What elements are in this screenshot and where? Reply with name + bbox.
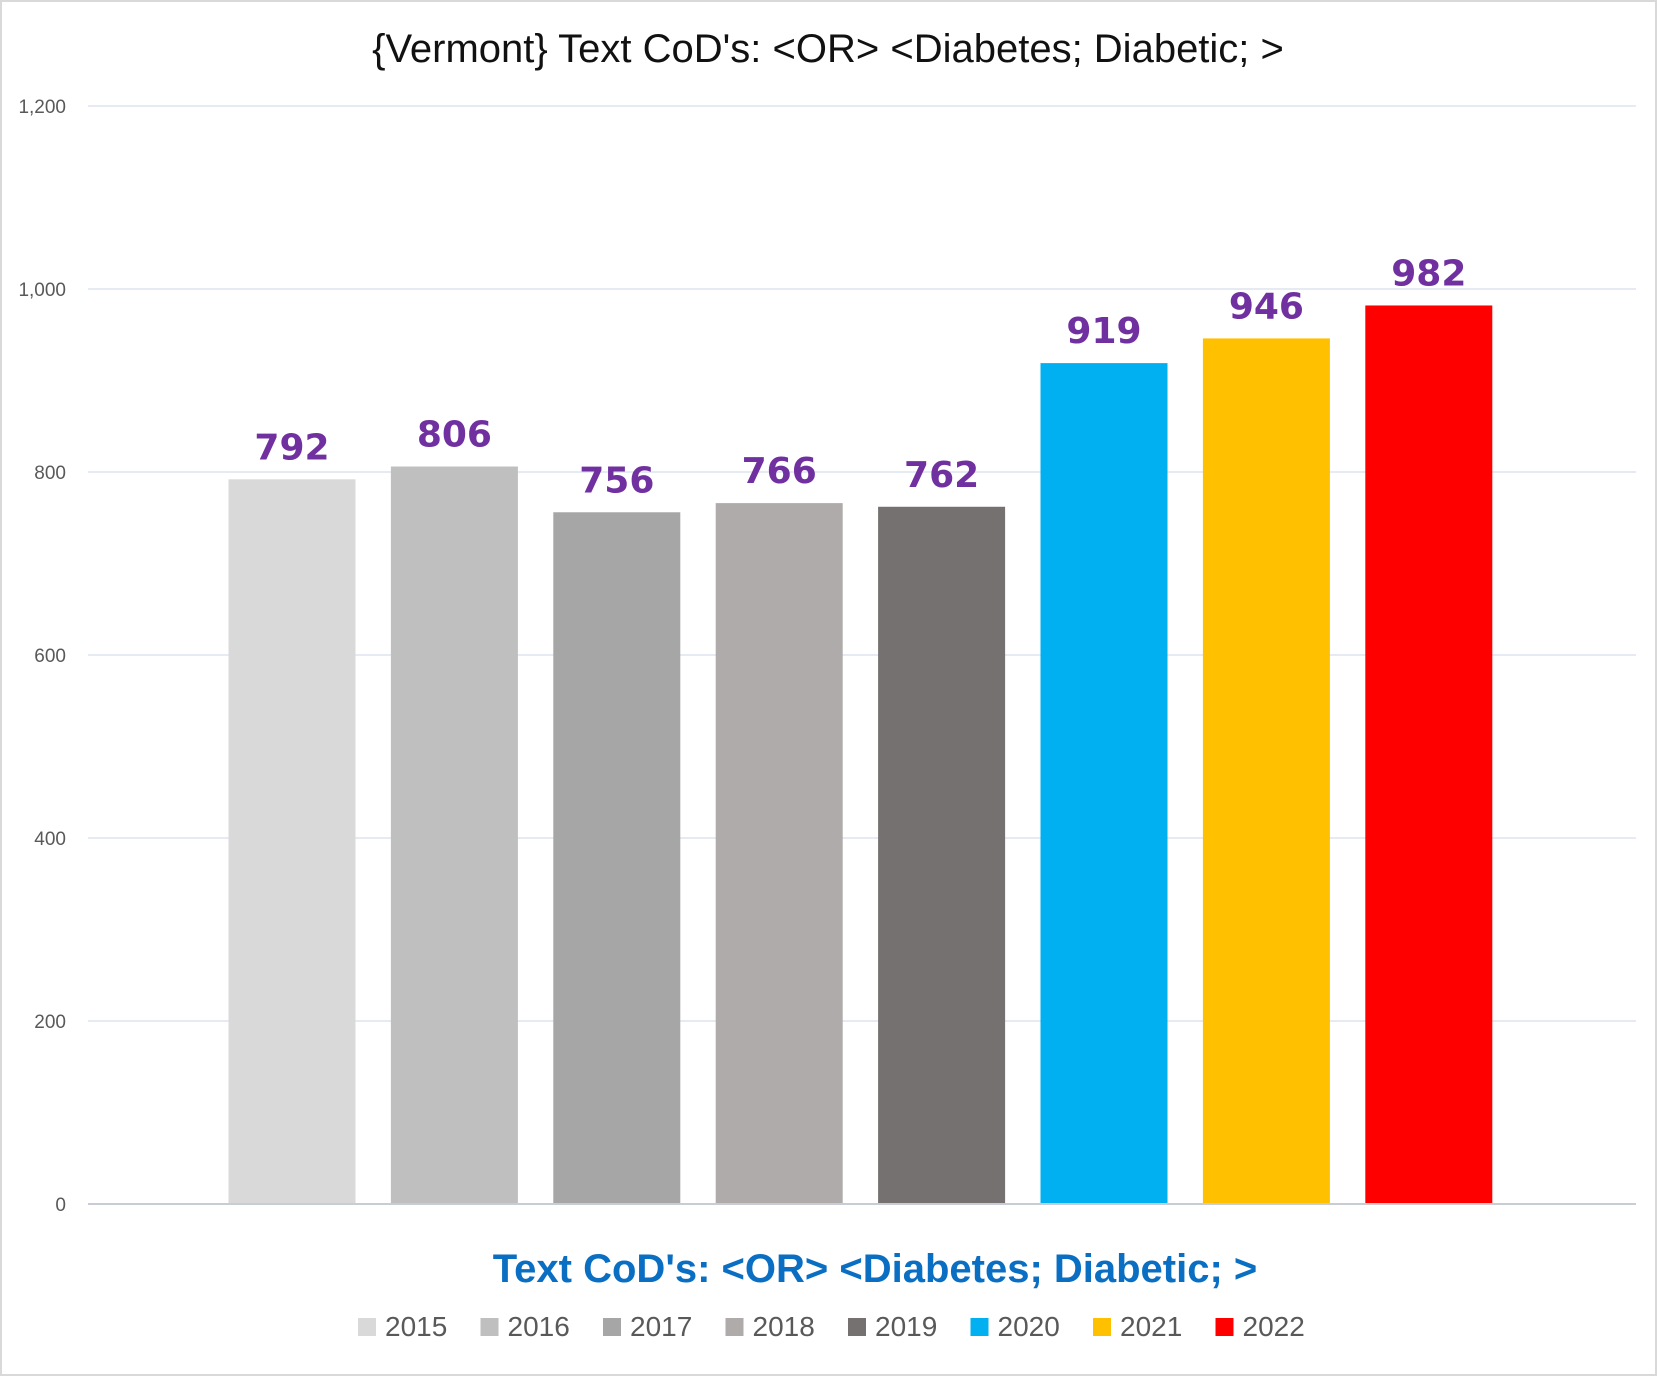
legend-label-2021: 2021 — [1120, 1311, 1182, 1342]
legend: 2015 2016 2017 2018 2019 2020 2021 2022 — [358, 1311, 1305, 1342]
legend-label-2022: 2022 — [1243, 1311, 1305, 1342]
bar-2022 — [1365, 305, 1493, 1205]
bar-2018 — [715, 503, 843, 1204]
data-label-2017: 756 — [579, 460, 654, 501]
legend-swatch-2016 — [480, 1318, 499, 1336]
legend-swatch-2021 — [1093, 1318, 1111, 1336]
data-label-2021: 946 — [1229, 286, 1304, 327]
y-tick-label: 1,200 — [18, 97, 66, 118]
data-label-2015: 792 — [254, 427, 329, 468]
legend-swatch-2020 — [970, 1318, 989, 1336]
x-axis-title: Text CoD's: <OR> <Diabetes; Diabetic; > — [493, 1247, 1258, 1291]
data-label-2022: 982 — [1391, 253, 1466, 294]
y-tick-label: 200 — [34, 1012, 66, 1033]
bars — [228, 305, 1493, 1205]
bar-2021 — [1202, 338, 1330, 1204]
y-tick-labels: 0 200 400 600 800 1,000 1,200 — [18, 97, 66, 1216]
legend-swatch-2015 — [358, 1318, 376, 1336]
y-tick-label: 600 — [34, 646, 66, 667]
legend-label-2020: 2020 — [998, 1311, 1060, 1342]
legend-label-2017: 2017 — [630, 1311, 692, 1342]
bar-2019 — [878, 506, 1006, 1204]
legend-label-2015: 2015 — [385, 1311, 447, 1342]
legend-swatch-2019 — [848, 1318, 866, 1336]
bar-2017 — [553, 512, 681, 1204]
bar-2016 — [390, 466, 518, 1204]
legend-label-2019: 2019 — [875, 1311, 937, 1342]
y-tick-label: 800 — [34, 463, 66, 484]
data-label-2019: 762 — [904, 455, 979, 496]
bar-2020 — [1040, 363, 1168, 1204]
bar-2015 — [228, 479, 356, 1204]
y-tick-label: 1,000 — [18, 280, 66, 301]
data-labels: 792 806 756 766 762 919 946 982 — [254, 253, 1466, 501]
data-label-2016: 806 — [417, 415, 492, 456]
y-tick-label: 400 — [34, 829, 66, 850]
data-label-2018: 766 — [742, 451, 817, 492]
legend-swatch-2017 — [603, 1318, 621, 1336]
data-label-2020: 919 — [1066, 311, 1141, 352]
legend-swatch-2018 — [725, 1318, 744, 1336]
legend-swatch-2022 — [1215, 1318, 1234, 1336]
legend-label-2016: 2016 — [508, 1311, 570, 1342]
y-tick-label: 0 — [55, 1195, 66, 1216]
legend-label-2018: 2018 — [753, 1311, 815, 1342]
chart-title: {Vermont} Text CoD's: <OR> <Diabetes; Di… — [372, 27, 1284, 71]
